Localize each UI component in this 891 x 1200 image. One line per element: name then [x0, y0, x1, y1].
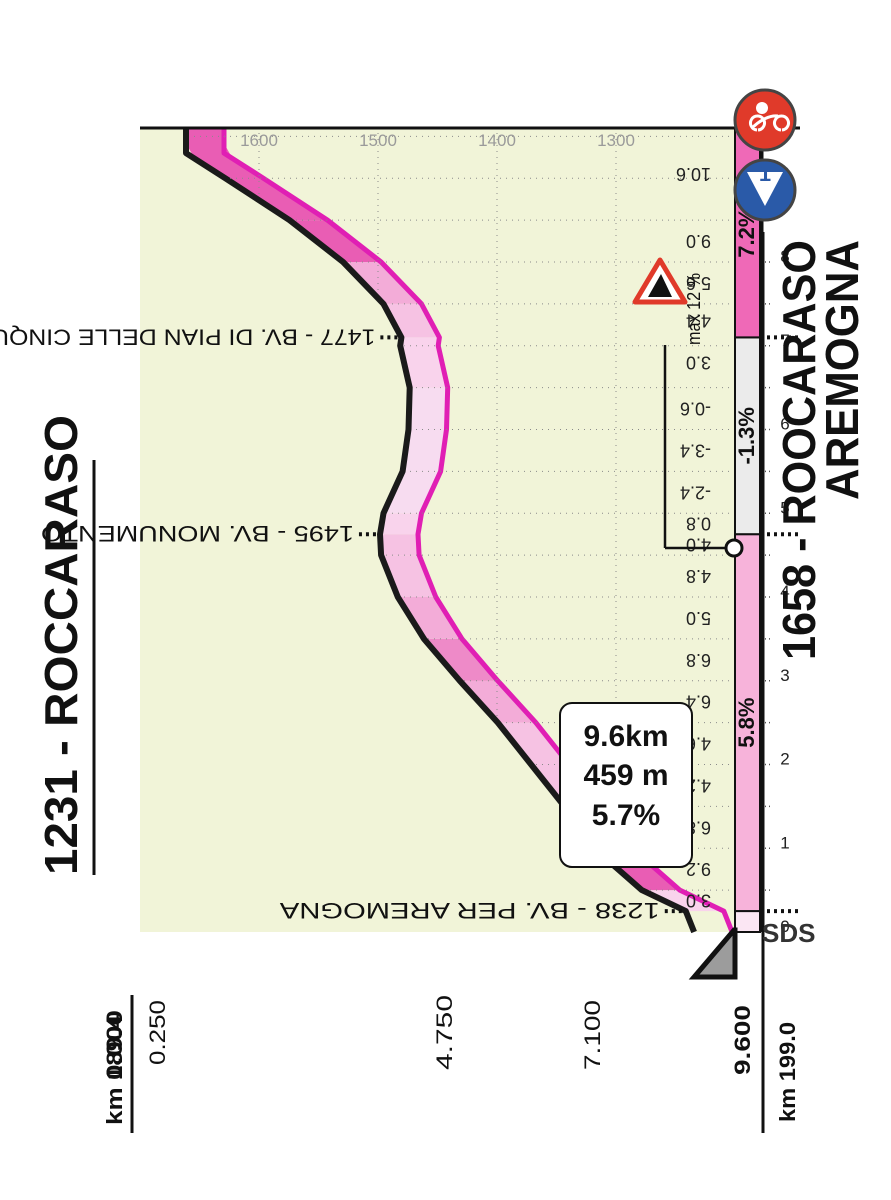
road-segment-fill: [383, 471, 441, 514]
x-tick-label: 7: [780, 331, 789, 350]
summary-avg-grade: 5.7%: [592, 799, 660, 832]
sector-grade-label: -1.3%: [734, 407, 759, 464]
road-segment-fill: [402, 429, 447, 472]
km-waypoint-7100: 7.100: [580, 1000, 605, 1070]
slope-glyph: [648, 274, 672, 297]
road-segment-fill: [397, 597, 462, 639]
segment-grade-label: 9.0: [686, 231, 711, 251]
segment-grade-label: 9.2: [686, 859, 711, 879]
road-segment-fill: [343, 262, 422, 304]
gpm-triangle-glyph: [747, 172, 783, 206]
y-tick-label: 1400: [478, 131, 516, 150]
km-start-race: km 189.4: [102, 1014, 127, 1125]
segment-grade-label: 5.0: [686, 608, 711, 628]
x-tick-label: 1: [780, 833, 789, 852]
road-segment-fill: [459, 680, 536, 723]
segment-grade-label: 3.0: [686, 353, 711, 373]
waypoint-markers: [357, 335, 800, 914]
segment-grade-label: 4.4: [686, 311, 711, 331]
y-tick-label: 1300: [597, 131, 635, 150]
road-segment-fill: [380, 534, 420, 556]
segment-grade-label: 4.0: [686, 535, 711, 555]
finish-title-line1: 1658 - ROOCARASO: [773, 240, 825, 660]
y-tick-label: 1500: [359, 131, 397, 150]
x-tick-label: 3: [780, 666, 789, 685]
road-segment-fill: [400, 337, 448, 388]
road-segment-fill: [497, 722, 570, 765]
waypoint-label-bv-pian-cinque-miglia: 1477 - BV. DI PIAN DELLE CINQUE MIGLIA: [0, 324, 375, 349]
km-waypoint-0250: 0.250: [145, 1000, 170, 1065]
road-segment-fill: [424, 638, 498, 681]
km-start-value: 0.000: [102, 1010, 127, 1080]
road-segment-fill: [186, 128, 328, 221]
segment-grade-label: -2.4: [680, 482, 711, 502]
segment-grade-label: 3.0: [686, 891, 711, 911]
km-end-value: 9.600: [730, 1005, 755, 1075]
x-tick-label: 8: [780, 247, 789, 266]
segment-grade-label: 10.6: [676, 164, 711, 184]
road-segment-fill: [289, 220, 382, 262]
segment-grade-label: -3.4: [680, 440, 711, 460]
waypoint-label-bv-monumento: 1495 - BV. MONUMENTO: [41, 521, 354, 546]
max-grade-label: max 12 %: [684, 273, 704, 345]
x-tick-label: 6: [780, 415, 789, 434]
x-tick-label: 4: [780, 582, 789, 601]
x-tick-label: 5: [780, 498, 789, 517]
summary-distance: 9.6km: [583, 720, 668, 753]
start-title: 1231 - ROCCARASO: [35, 415, 87, 875]
sds-logo: SDS: [762, 918, 815, 948]
max-grade-sign: max 12 %: [632, 257, 744, 558]
segment-grade-label: 6.4: [686, 692, 711, 712]
sector-grade-band: 5.8%-1.3%7.2%: [734, 127, 761, 933]
cyclist-body-glyph: [749, 114, 790, 132]
waypoint-label-bv-per-aremogna: 1238 - BV. PER AREMOGNA: [279, 898, 659, 923]
segment-grade-label: 6.8: [686, 650, 711, 670]
segment-grade-label: 5.6: [686, 273, 711, 293]
y-axis-ticks: 1300 1400 1500 1600: [240, 131, 635, 150]
summary-box: 9.6km 459 m 5.7%: [559, 702, 693, 868]
km-end-race: km 199.0: [775, 1022, 800, 1122]
summary-gain: 459 m: [583, 759, 668, 792]
x-tick-label: 2: [780, 750, 789, 769]
gpm-category-number: 1: [759, 161, 771, 186]
sector-grade-label: 5.8%: [734, 698, 759, 748]
start-wall: [688, 927, 738, 980]
summary-box-frame: [559, 702, 693, 868]
segment-grade-label: -0.6: [680, 399, 711, 419]
segment-grade-label: 0.8: [686, 514, 711, 534]
gpm-badges: 1: [733, 88, 797, 222]
segment-grade-label: 4.8: [686, 566, 711, 586]
road-segment-fill: [641, 890, 724, 912]
y-tick-label: 1600: [240, 131, 278, 150]
cyclist-head-glyph: [756, 102, 768, 114]
road-segment-fill: [380, 513, 422, 535]
road-segment-fill: [408, 387, 448, 430]
x-tick-label: 0: [780, 917, 789, 936]
km-waypoint-4750: 4.750: [432, 995, 457, 1070]
finish-title-line2: AREMOGNA: [816, 240, 868, 500]
max-grade-point: [724, 538, 744, 558]
sector-band-start: [734, 910, 761, 933]
